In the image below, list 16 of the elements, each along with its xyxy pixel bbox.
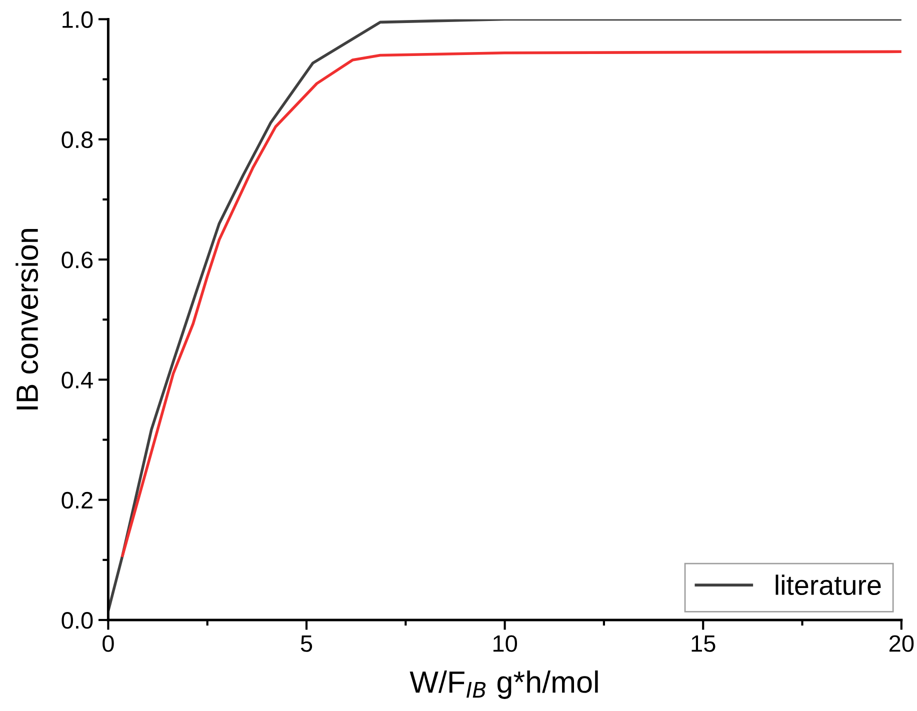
- x-tick-label: 5: [300, 635, 312, 652]
- x-axis-title: W/F$_{IB}$ g*h/mol: [410, 670, 598, 699]
- line-series: [121, 50, 902, 558]
- x-tick-label: 0: [102, 635, 114, 652]
- y-tick-label: 0.6: [62, 252, 93, 268]
- x-tick-label: 10: [493, 635, 518, 652]
- x-tick-label: 15: [692, 635, 716, 652]
- line-series: [108, 19, 902, 612]
- legend-label: literature: [776, 574, 881, 596]
- x-tick-label: 20: [889, 635, 914, 652]
- y-axis-title: IB conversion: [16, 229, 38, 410]
- y-tick-label: 0.8: [62, 131, 93, 148]
- y-tick-label: 1.0: [62, 11, 93, 28]
- y-tick-label: 0.0: [62, 612, 93, 629]
- y-tick-label: 0.4: [62, 372, 93, 388]
- y-tick-label: 0.2: [62, 492, 92, 509]
